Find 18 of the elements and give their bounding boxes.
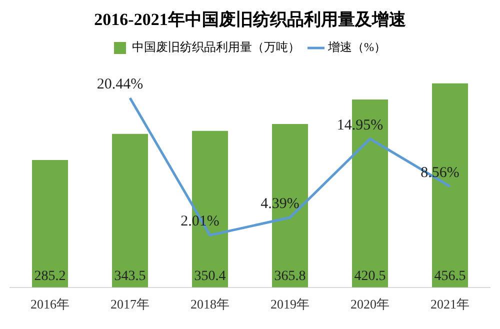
data-label: 343.5 (114, 269, 146, 284)
data-label: 350.4 (194, 269, 226, 284)
legend-label: 中国废旧纺织品利用量（万吨） (132, 40, 300, 54)
legend-label: 增速（%） (327, 40, 386, 54)
data-label: 20.44% (96, 76, 144, 92)
data-label: 365.8 (274, 269, 306, 284)
data-label: 285.2 (34, 269, 66, 284)
data-label: 420.5 (354, 269, 386, 284)
x-tick-label: 2018年 (190, 296, 230, 312)
bar (112, 134, 148, 288)
x-tick-label: 2021年 (430, 296, 470, 312)
x-tick-label: 2017年 (110, 296, 150, 312)
x-tick-label: 2016年 (30, 296, 70, 312)
chart-title: 2016-2021年中国废旧纺织品利用量及增速 (93, 9, 407, 31)
x-tick-label: 2019年 (270, 296, 310, 312)
x-tick-label: 2020年 (350, 296, 390, 312)
bar (32, 160, 68, 288)
data-label: 456.5 (434, 269, 466, 284)
